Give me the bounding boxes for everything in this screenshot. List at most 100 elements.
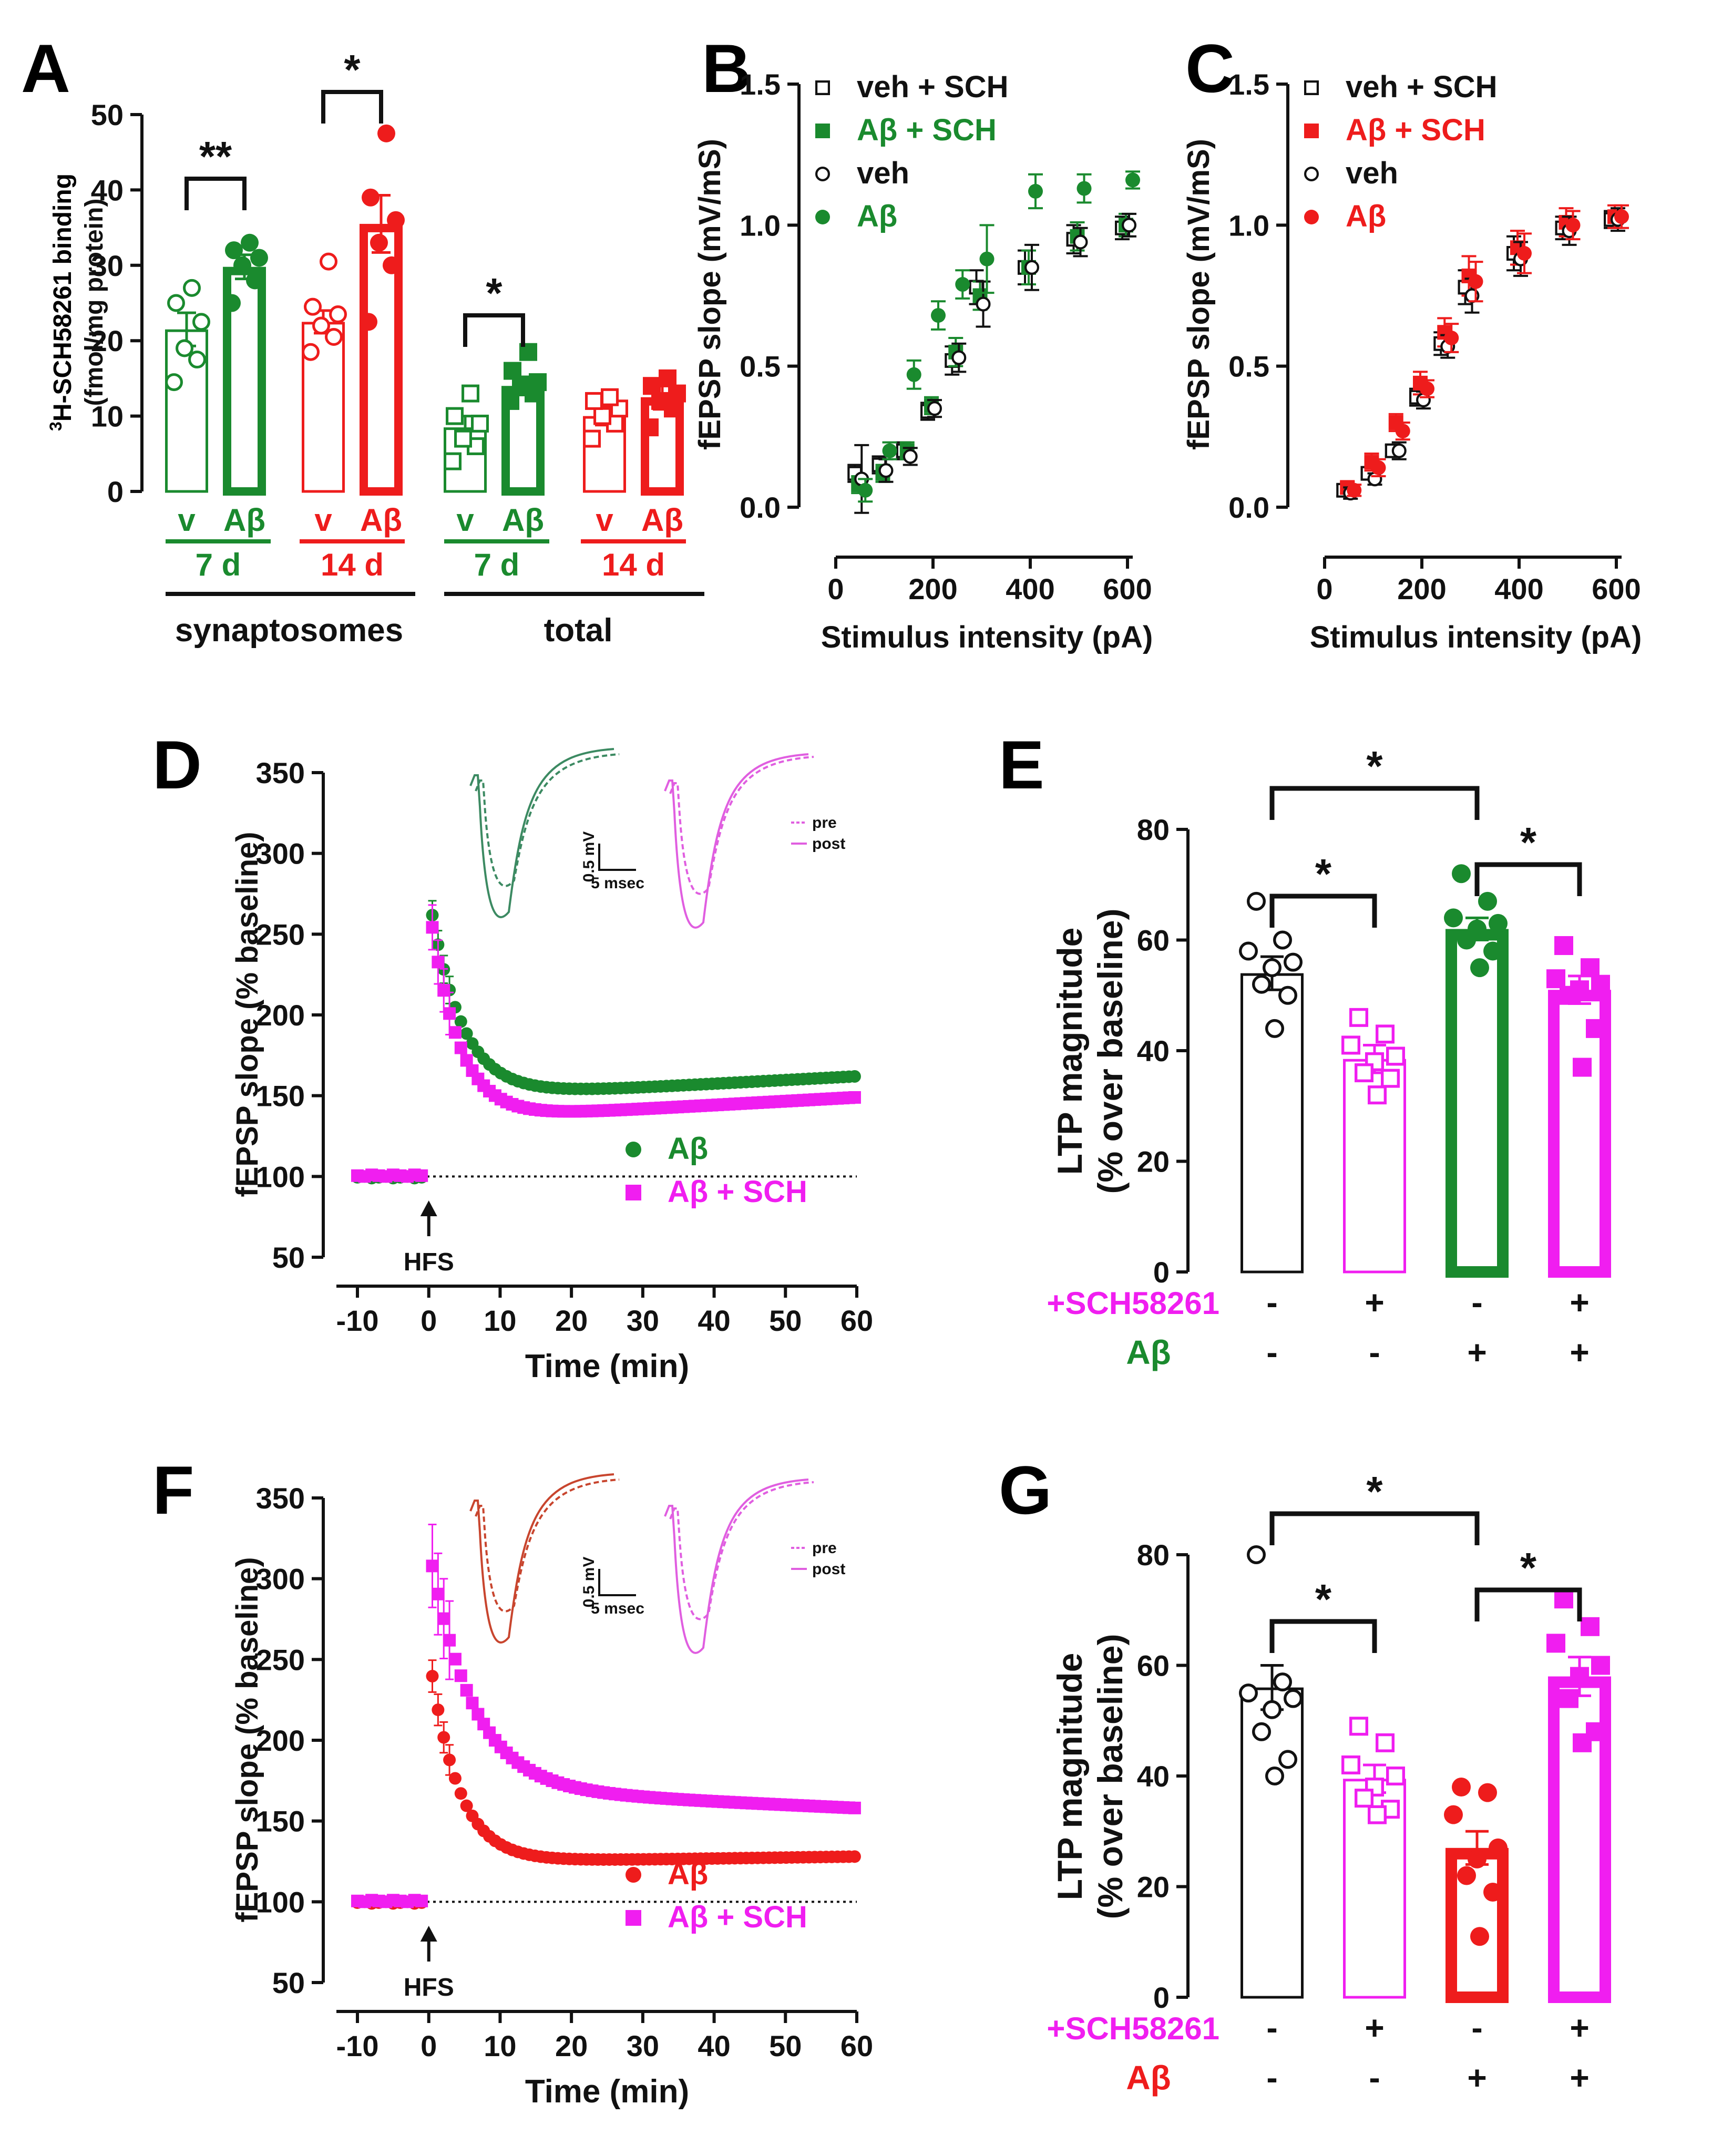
scale-bar-voltage: 0.5 mV xyxy=(580,831,598,882)
data-point xyxy=(383,256,401,274)
row2-value: - xyxy=(1266,1333,1277,1371)
significance-bracket xyxy=(321,90,383,124)
data-point xyxy=(1375,1024,1395,1044)
data-point xyxy=(878,463,894,478)
data-point xyxy=(1470,958,1489,978)
significance-star: * xyxy=(1366,1468,1383,1515)
data-point xyxy=(329,305,347,324)
data-point xyxy=(1283,952,1303,972)
x-tick-label: 30 xyxy=(627,1304,659,1337)
y-tick-label: 50 xyxy=(272,1966,305,1999)
data-point xyxy=(1349,1008,1368,1027)
data-point xyxy=(951,350,967,365)
data-point xyxy=(504,362,521,380)
significance-bracket xyxy=(1269,1511,1480,1545)
legend-label: Aβ + SCH xyxy=(668,1900,807,1934)
y-tick-label: 150 xyxy=(256,1805,305,1838)
data-point xyxy=(1517,246,1532,261)
row1-value: - xyxy=(1471,1284,1482,1321)
x-tick-label: 600 xyxy=(1592,572,1641,605)
y-tick-label: 10 xyxy=(91,400,124,433)
row1-value: - xyxy=(1471,2009,1482,2047)
y-tick-label: 0.0 xyxy=(1228,491,1269,524)
y-axis-label: LTP magnitude xyxy=(1050,928,1089,1175)
data-point xyxy=(448,1652,462,1666)
y-tick-label: 200 xyxy=(256,999,305,1032)
legend-marker xyxy=(1304,210,1319,224)
condition-label: Aβ xyxy=(223,502,265,538)
data-point xyxy=(501,392,519,410)
y-tick-label: 80 xyxy=(1137,1538,1170,1572)
y-tick-label: 50 xyxy=(272,1241,305,1274)
legend-label: Aβ xyxy=(668,1132,708,1166)
data-point xyxy=(1614,209,1629,224)
data-point xyxy=(454,429,472,448)
data-point xyxy=(1273,930,1292,950)
data-point xyxy=(360,313,377,331)
significance-bracket xyxy=(463,313,525,347)
legend-marker xyxy=(1304,124,1319,138)
panel-f-ltp-timecourse: 50 100 150 200 250 300 350 -10 0 10 20 30 40 50 60 fEPS… xyxy=(230,1473,873,2110)
scale-bar xyxy=(598,844,636,871)
row1-value: + xyxy=(1365,2009,1384,2047)
data-point xyxy=(1546,969,1565,989)
data-point xyxy=(188,351,206,369)
significance-star: * xyxy=(486,270,503,316)
condition-label: v xyxy=(178,502,196,538)
x-tick-label: 50 xyxy=(769,2029,802,2062)
panel-c-io-curve: 0.0 0.5 1.0 1.5 0 200 400 600 fEPSP slope (mV/mS… xyxy=(1182,68,1642,654)
legend-label: veh xyxy=(1346,156,1398,190)
data-point xyxy=(1028,183,1043,199)
row1-value: - xyxy=(1266,1284,1277,1321)
data-point xyxy=(848,1801,861,1814)
day-label: 14 d xyxy=(602,547,665,582)
y-tick-label: 40 xyxy=(1137,1034,1170,1067)
data-point xyxy=(303,297,322,316)
legend-marker xyxy=(815,210,830,224)
data-point xyxy=(437,984,450,997)
group-label: total xyxy=(544,612,613,649)
data-point xyxy=(448,1026,462,1039)
data-point xyxy=(1341,1035,1360,1055)
x-tick-label: 60 xyxy=(840,1304,873,1337)
data-point xyxy=(1265,1019,1284,1038)
data-point xyxy=(1278,985,1297,1005)
data-point xyxy=(470,414,489,433)
y-tick-label: 50 xyxy=(91,98,124,131)
significance-bracket xyxy=(1474,1587,1582,1621)
bar xyxy=(1446,929,1509,1278)
data-point xyxy=(387,211,405,229)
x-tick-label: 50 xyxy=(769,1304,802,1337)
row2-value: + xyxy=(1570,1333,1589,1371)
y-tick-label: 1.0 xyxy=(1228,209,1269,242)
data-point xyxy=(1347,482,1362,498)
x-axis-label: Time (min) xyxy=(525,1348,689,1384)
panel-letter-f: F xyxy=(152,1452,194,1528)
significance-star: * xyxy=(1520,1544,1537,1591)
data-point xyxy=(432,1703,445,1717)
x-tick-label: 10 xyxy=(484,1304,516,1337)
data-point xyxy=(1262,1700,1282,1719)
data-point xyxy=(1546,1634,1565,1653)
x-tick-label: 60 xyxy=(840,2029,873,2062)
example-trace xyxy=(469,748,614,918)
data-point xyxy=(927,401,942,416)
data-point xyxy=(1365,1052,1384,1072)
data-point xyxy=(437,1612,450,1625)
y-tick-label: 0 xyxy=(1153,1256,1170,1289)
data-point xyxy=(454,1669,467,1682)
hfs-arrow-head xyxy=(420,1200,437,1216)
data-point xyxy=(1573,1733,1592,1752)
significance-bracket xyxy=(1474,862,1582,896)
data-point xyxy=(460,1799,473,1812)
y-tick-label: 100 xyxy=(256,1160,305,1193)
y-tick-label: 30 xyxy=(91,249,124,282)
data-point xyxy=(512,377,530,395)
y-axis-label: fEPSP slope (mV/mS) xyxy=(693,139,727,450)
data-point xyxy=(241,233,259,252)
legend-marker xyxy=(626,1185,641,1200)
group-label: synaptosomes xyxy=(175,612,403,649)
example-trace xyxy=(475,753,620,887)
data-point xyxy=(426,921,439,934)
